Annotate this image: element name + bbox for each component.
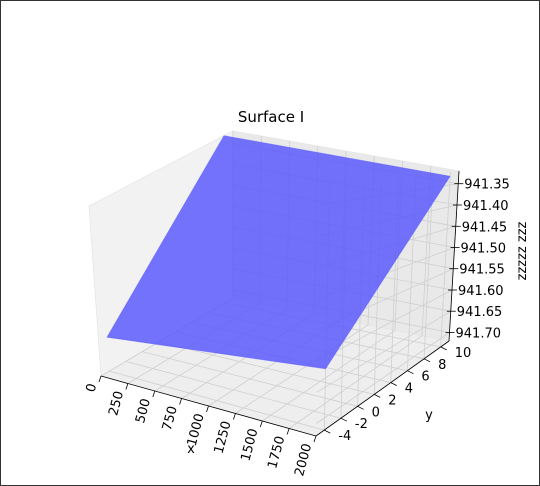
z-tick-label: 941.40: [463, 199, 509, 214]
x-tick-label: 0: [84, 382, 101, 394]
x-tick-label: 1250: [212, 420, 235, 456]
floor-grid-y: [142, 351, 358, 407]
floor-grid-x: [235, 324, 369, 414]
x-tick-mark: [286, 428, 290, 435]
z-tick-label: 941.70: [456, 327, 502, 342]
floor-grid-y: [125, 361, 342, 419]
back-right-grid-z: [317, 289, 453, 362]
z-axis-line: [448, 170, 460, 342]
y-tick-mark: [390, 382, 397, 386]
x-tick-mark: [179, 398, 182, 405]
z-tick-label: 941.60: [458, 284, 504, 299]
x-tick-label: 1500: [238, 427, 261, 463]
x-tick-mark: [259, 420, 263, 428]
floor-grid-y: [158, 341, 375, 395]
x-tick-label: 250: [106, 390, 127, 418]
floor-grid-x: [262, 329, 396, 422]
y-axis-line: [315, 340, 450, 437]
y-tick-mark: [374, 394, 381, 398]
surface-patch: [106, 135, 451, 370]
x-tick-mark: [233, 413, 236, 420]
y-tick-label: 4: [405, 382, 413, 397]
x-axis-title: x: [187, 442, 195, 457]
x-tick-label: 500: [133, 397, 154, 425]
floor-grid-x: [288, 335, 423, 429]
z-tick-label: 941.50: [461, 242, 507, 257]
x-tick-mark: [125, 383, 129, 390]
y-tick-mark: [324, 429, 331, 434]
y-tick-label: 0: [372, 405, 380, 420]
x-tick-label: 2000: [292, 442, 315, 478]
z-tick-label: 941.55: [459, 263, 505, 278]
y-tick-mark: [340, 417, 348, 422]
y-axis-title: y: [425, 408, 433, 423]
y-tick-label: 2: [388, 393, 396, 408]
z-tick-label: 941.45: [462, 220, 508, 235]
y-tick-mark: [440, 346, 447, 351]
y-tick-label: 10: [455, 346, 472, 361]
x-tick-mark: [206, 405, 209, 413]
chart-title: Surface I: [238, 108, 304, 126]
x-tick-label: 750: [160, 405, 181, 433]
y-tick-mark: [423, 358, 431, 363]
z-tick-label: 941.35: [464, 178, 510, 193]
back-right-grid-z: [315, 332, 450, 424]
surface-layer: [106, 135, 451, 370]
x-tick-mark: [152, 390, 156, 398]
back-right-grid-y: [440, 171, 451, 347]
y-tick-label: -4: [338, 429, 351, 444]
y-tick-label: -2: [355, 417, 368, 432]
x-tick-mark: [313, 435, 317, 443]
tick-marks: [98, 170, 464, 443]
y-tick-mark: [357, 405, 364, 410]
back-right-grid-z: [316, 310, 452, 393]
y-tick-label: 6: [421, 370, 429, 385]
y-tick-label: 8: [438, 358, 446, 373]
z-tick-label: 941.65: [457, 305, 503, 320]
x-tick-mark: [98, 375, 102, 383]
floor-grid-y: [109, 370, 325, 431]
z-axis-title: zzzzz zzz: [515, 221, 530, 280]
x-tick-label: 1750: [265, 435, 288, 471]
y-tick-mark: [407, 370, 414, 375]
